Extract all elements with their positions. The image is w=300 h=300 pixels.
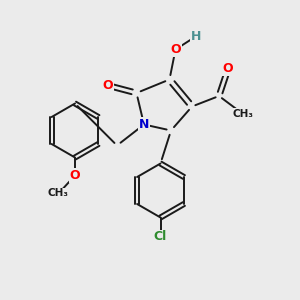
Text: O: O	[103, 79, 113, 92]
Text: O: O	[170, 43, 181, 56]
Text: Cl: Cl	[154, 230, 167, 244]
Text: H: H	[191, 29, 202, 43]
Text: CH₃: CH₃	[48, 188, 69, 199]
Text: O: O	[223, 62, 233, 76]
Text: N: N	[139, 118, 149, 131]
Text: CH₃: CH₃	[232, 109, 254, 119]
Text: O: O	[70, 169, 80, 182]
